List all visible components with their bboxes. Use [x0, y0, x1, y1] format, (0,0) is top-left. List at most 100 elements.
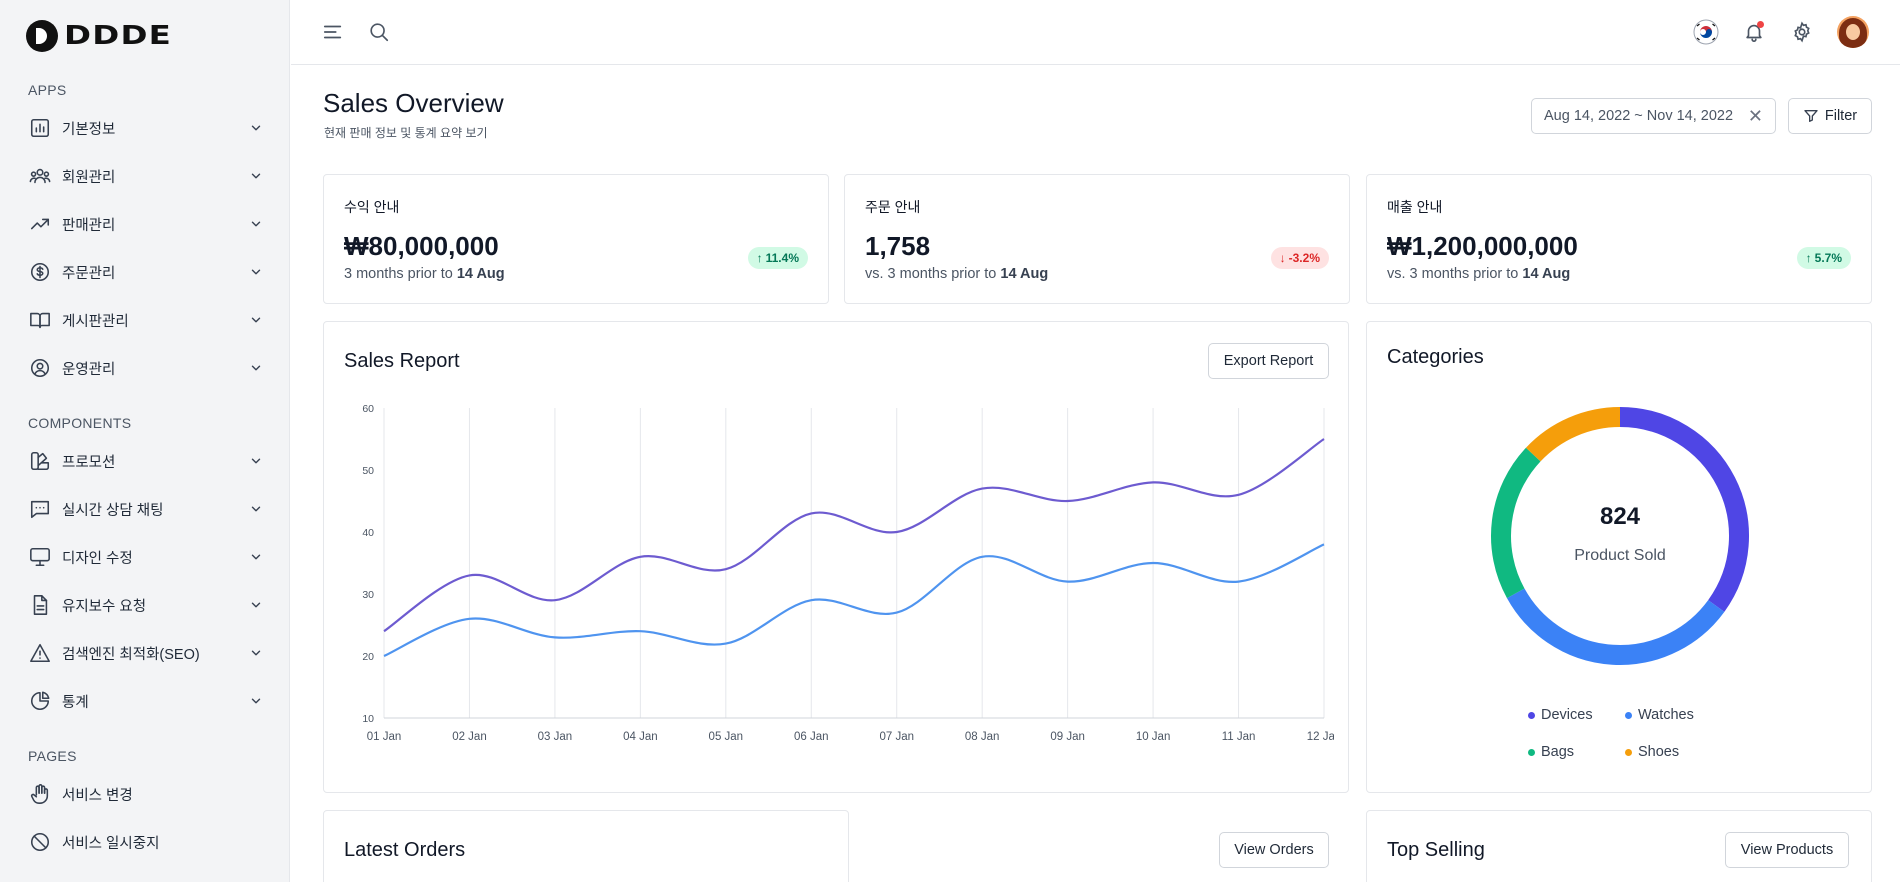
- stat-card: 주문 안내 1,758 vs. 3 months prior to 14 Aug ↓ -…: [844, 174, 1350, 304]
- sidebar-item[interactable]: 실시간 상담 채팅: [28, 494, 263, 524]
- search-button[interactable]: [365, 18, 393, 46]
- logo-mark-icon: [26, 20, 58, 52]
- arrow-up-icon: ↑: [1805, 251, 1812, 265]
- legend-label: Bags: [1541, 744, 1575, 760]
- sidebar-item[interactable]: 주문관리: [28, 257, 263, 287]
- sales-report-card: Sales Report Export Report 10 20 30 40 50 60 0…: [323, 321, 1349, 793]
- stat-label: 주문 안내: [865, 199, 921, 215]
- x-tick-label: 09 Jan: [1050, 731, 1085, 743]
- chevron-down-icon[interactable]: [249, 217, 263, 231]
- sales-report-title: Sales Report: [344, 350, 460, 372]
- y-tick-label: 30: [362, 589, 374, 601]
- filter-button[interactable]: Filter: [1788, 98, 1872, 134]
- sidebar-item[interactable]: 게시판관리: [28, 305, 263, 335]
- legend-dot: [1528, 748, 1535, 756]
- chevron-down-icon[interactable]: [249, 598, 263, 612]
- chevron-down-icon[interactable]: [249, 646, 263, 660]
- stat-subtext: vs. 3 months prior to 14 Aug: [1387, 266, 1571, 282]
- menu-toggle-button[interactable]: [319, 18, 347, 46]
- sidebar-item[interactable]: 판매관리: [28, 209, 263, 239]
- legend-dot: [1625, 748, 1632, 756]
- trend-badge: ↓ -3.2%: [1270, 247, 1329, 269]
- latest-orders-card: Latest Orders View Orders: [323, 810, 1329, 882]
- sidebar-item[interactable]: 운영관리: [28, 353, 263, 383]
- notifications-button[interactable]: [1740, 18, 1768, 46]
- arrow-up-icon: ↑: [756, 251, 763, 265]
- sidebar-item-label: 유지보수 요청: [62, 598, 147, 615]
- legend-item[interactable]: Shoes: [1625, 744, 1679, 760]
- chevron-down-icon[interactable]: [249, 454, 263, 468]
- sidebar-item[interactable]: 디자인 수정: [28, 542, 263, 572]
- bell-icon: [1746, 24, 1762, 42]
- stat-card: 수익 안내 ₩80,000,000 3 months prior to 14 Aug…: [323, 174, 829, 304]
- brand-logo[interactable]: DDDE: [26, 20, 171, 52]
- chevron-down-icon[interactable]: [249, 265, 263, 279]
- legend-item[interactable]: Watches: [1625, 707, 1694, 723]
- sidebar-item[interactable]: 유지보수 요청: [28, 590, 263, 620]
- sidebar-item[interactable]: 프로모션: [28, 446, 263, 476]
- user-avatar[interactable]: [1837, 16, 1869, 48]
- stat-card: 매출 안내 ₩1,200,000,000 vs. 3 months prior to…: [1366, 174, 1872, 304]
- document-icon: [28, 593, 52, 617]
- export-report-button[interactable]: Export Report: [1208, 343, 1329, 379]
- legend-label: Shoes: [1638, 744, 1680, 760]
- donut-center-label: Product Sold: [1574, 547, 1666, 564]
- series-line-1: [383, 438, 1325, 633]
- view-products-button[interactable]: View Products: [1725, 832, 1849, 868]
- chevron-down-icon[interactable]: [249, 169, 263, 183]
- chevron-down-icon[interactable]: [249, 361, 263, 375]
- y-tick-label: 40: [362, 527, 374, 539]
- settings-button[interactable]: [1788, 18, 1816, 46]
- chevron-down-icon[interactable]: [249, 313, 263, 327]
- monitor-icon: [28, 545, 52, 569]
- sales-line-chart: 10 20 30 40 50 60 01 Jan 02 Jan 03 Jan 04 Jan 05 J…: [362, 403, 1334, 743]
- chevron-down-icon[interactable]: [249, 502, 263, 516]
- legend-dot: [1528, 711, 1535, 719]
- view-orders-button[interactable]: View Orders: [1219, 832, 1329, 868]
- x-tick-label: 11 Jan: [1222, 731, 1256, 743]
- y-tick-label: 20: [362, 651, 374, 663]
- donut-slice-watches: [1506, 588, 1725, 665]
- date-range-picker[interactable]: Aug 14, 2022 ~ Nov 14, 2022 ✕: [1531, 98, 1776, 134]
- pie-chart-icon: [28, 689, 52, 713]
- swatch-icon: [28, 449, 52, 473]
- sidebar-section-label: APPS: [28, 82, 67, 98]
- top-selling-title: Top Selling: [1387, 839, 1485, 861]
- donut-slice-shoes: [1525, 407, 1621, 462]
- sidebar-item-label: 디자인 수정: [62, 550, 133, 567]
- stat-subtext: vs. 3 months prior to 14 Aug: [865, 266, 1049, 282]
- page-subtitle: 현재 판매 정보 및 통계 요약 보기: [324, 126, 488, 140]
- sidebar-item[interactable]: 통계: [28, 686, 263, 716]
- chevron-down-icon[interactable]: [249, 694, 263, 708]
- filter-icon: [1804, 110, 1818, 122]
- x-tick-label: 12 Jan: [1307, 731, 1334, 743]
- legend-label: Devices: [1541, 707, 1593, 723]
- dollar-circle-icon: [28, 260, 52, 284]
- legend-item[interactable]: Bags: [1528, 744, 1574, 760]
- stat-value: ₩1,200,000,000: [1387, 231, 1578, 261]
- sidebar-item[interactable]: 회원관리: [28, 161, 263, 191]
- x-tick-label: 06 Jan: [794, 731, 829, 743]
- chevron-down-icon[interactable]: [249, 121, 263, 135]
- donut-center-value: 824: [1600, 503, 1641, 530]
- trending-up-icon: [28, 212, 52, 236]
- sidebar-item[interactable]: 서비스 일시중지: [28, 827, 263, 857]
- sidebar-item-label: 프로모션: [62, 454, 116, 471]
- sidebar-section-label: COMPONENTS: [28, 415, 132, 431]
- page-title: Sales Overview: [323, 88, 504, 118]
- donut-slice-bags: [1491, 447, 1541, 599]
- x-tick-label: 01 Jan: [367, 731, 402, 743]
- legend-item[interactable]: Devices: [1528, 707, 1593, 723]
- x-tick-label: 03 Jan: [538, 731, 573, 743]
- clear-date-icon[interactable]: ✕: [1747, 105, 1763, 126]
- sidebar-item[interactable]: 검색엔진 최적화(SEO): [28, 638, 263, 668]
- x-tick-label: 10 Jan: [1136, 731, 1171, 743]
- sidebar-item[interactable]: 기본정보: [28, 113, 263, 143]
- korea-flag-icon: [1693, 19, 1719, 45]
- y-tick-label: 50: [362, 465, 374, 477]
- sidebar-item[interactable]: 서비스 변경: [28, 779, 263, 809]
- language-button[interactable]: [1692, 18, 1720, 46]
- sidebar-item-label: 통계: [62, 694, 89, 711]
- chevron-down-icon[interactable]: [249, 550, 263, 564]
- stat-value: ₩80,000,000: [344, 231, 499, 261]
